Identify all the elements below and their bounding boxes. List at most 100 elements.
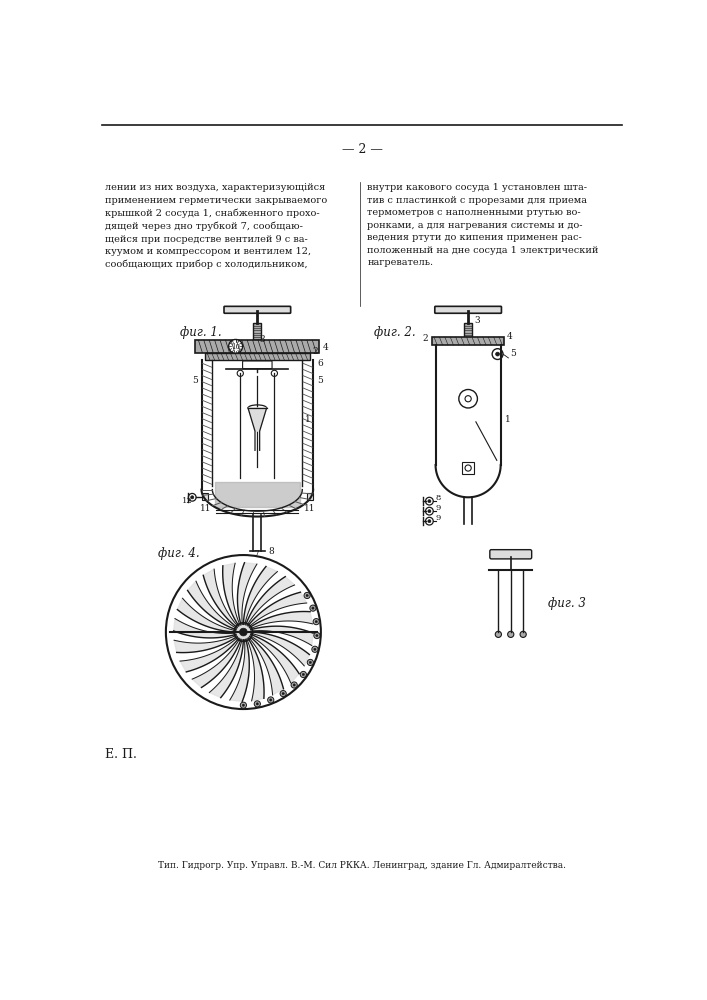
Polygon shape [248,592,307,627]
Circle shape [280,691,286,697]
Circle shape [282,692,284,695]
Polygon shape [251,626,313,646]
Text: 8: 8 [436,494,441,502]
Bar [307,493,313,500]
Text: 11: 11 [199,504,211,513]
Polygon shape [251,632,310,666]
Circle shape [428,510,431,513]
Polygon shape [250,634,299,683]
Text: 11: 11 [303,504,315,513]
Polygon shape [243,566,277,624]
Text: 2: 2 [422,334,428,343]
Circle shape [228,339,243,353]
Polygon shape [249,637,284,695]
Text: фиг. 2.: фиг. 2. [373,326,415,339]
Text: 1: 1 [305,415,310,424]
Text: 6: 6 [317,359,323,368]
Circle shape [520,631,526,637]
Bar [462,462,474,474]
Text: лении из них воздуха, характеризующійся
применением герметически закрываемого
кр: лении из них воздуха, характеризующійся … [105,183,327,269]
Circle shape [271,370,277,376]
FancyBboxPatch shape [243,361,272,369]
Polygon shape [248,408,267,431]
Polygon shape [247,638,264,701]
Text: 1: 1 [505,415,510,424]
Circle shape [188,493,196,501]
Text: 3: 3 [474,316,480,325]
Polygon shape [246,577,295,625]
Circle shape [308,659,313,666]
Circle shape [293,684,296,686]
Circle shape [314,632,320,639]
Text: 7: 7 [253,550,259,559]
Circle shape [495,631,501,637]
Text: 4: 4 [507,332,513,341]
Text: фиг. 1.: фиг. 1. [180,326,221,339]
Text: 2: 2 [312,347,318,356]
Circle shape [465,396,472,402]
Circle shape [240,702,247,708]
Polygon shape [209,640,243,698]
Text: 12: 12 [182,497,193,505]
Polygon shape [192,639,241,687]
Circle shape [316,634,318,637]
Circle shape [428,520,431,523]
Bar [433,337,504,345]
Circle shape [465,465,472,471]
Polygon shape [174,619,236,638]
Polygon shape [187,581,237,630]
Circle shape [459,389,477,408]
Polygon shape [223,563,240,626]
Circle shape [508,631,514,637]
Circle shape [302,673,305,676]
Bar [464,323,472,337]
Circle shape [243,704,245,706]
Polygon shape [238,563,257,625]
FancyBboxPatch shape [224,306,291,313]
Text: 4: 4 [322,343,328,352]
Circle shape [492,349,503,359]
Circle shape [237,370,243,376]
Circle shape [234,623,252,641]
Text: 8: 8 [268,547,274,556]
Text: Тип. Гидрогр. Упр. Управл. В.-М. Сил РККА. Ленинград, здание Гл. Адмиралтейства.: Тип. Гидрогр. Упр. Управл. В.-М. Сил РКК… [158,861,566,870]
Text: 3: 3 [259,335,265,344]
Text: 5: 5 [317,376,323,385]
Circle shape [255,701,260,707]
Text: 5: 5 [192,376,198,385]
Polygon shape [230,639,250,701]
Circle shape [304,592,310,599]
FancyBboxPatch shape [490,550,532,559]
Bar [204,353,310,360]
Polygon shape [204,569,238,628]
Circle shape [312,646,318,652]
Circle shape [313,619,320,625]
Circle shape [269,699,272,701]
Circle shape [314,648,316,650]
Text: 9: 9 [436,504,441,512]
Polygon shape [180,637,239,672]
Text: Е. П.: Е. П. [105,748,137,761]
Circle shape [309,661,312,664]
Circle shape [191,496,194,499]
Circle shape [426,497,433,505]
Polygon shape [250,612,312,629]
Bar [195,340,320,353]
Circle shape [310,605,316,611]
Circle shape [496,352,500,356]
Text: фиг. 4.: фиг. 4. [158,547,200,560]
Text: 9: 9 [436,514,441,522]
Polygon shape [177,598,235,632]
Bar [201,493,208,500]
Polygon shape [174,635,237,653]
Text: внутри какового сосуда 1 установлен шта-
тив с пластинкой с прорезами для приема: внутри какового сосуда 1 установлен шта-… [368,183,599,267]
FancyBboxPatch shape [435,306,501,313]
Bar [253,323,261,340]
Text: 5: 5 [510,349,516,358]
Circle shape [315,620,317,623]
Circle shape [300,671,306,678]
Circle shape [426,507,433,515]
Circle shape [426,517,433,525]
Circle shape [312,607,314,609]
Circle shape [291,682,297,688]
